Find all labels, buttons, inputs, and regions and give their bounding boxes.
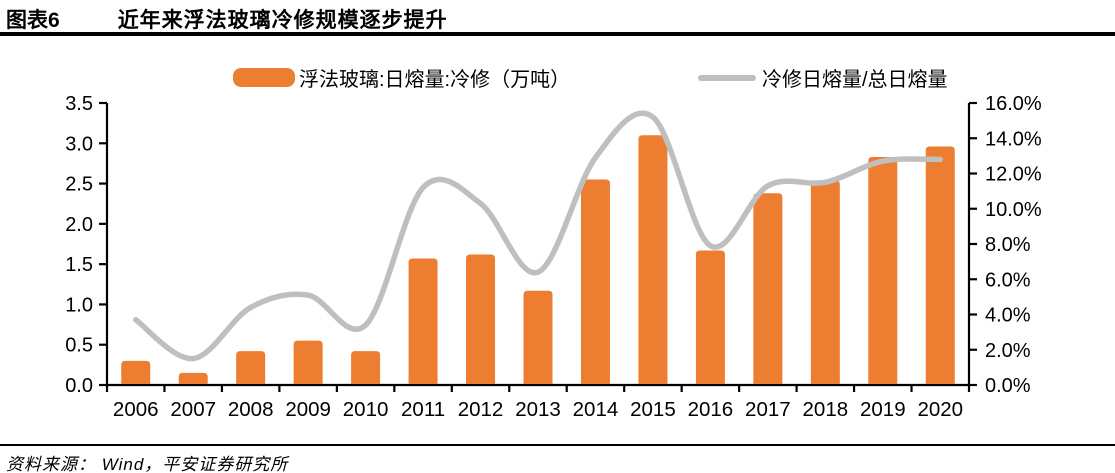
source-divider xyxy=(0,444,1115,446)
x-axis-label: 2014 xyxy=(573,398,619,421)
left-axis-tick-label: 2.0 xyxy=(65,214,93,236)
left-axis-tick-label: 0.5 xyxy=(65,335,93,357)
x-axis-label: 2019 xyxy=(860,398,906,421)
right-axis-tick-label: 2.0% xyxy=(985,340,1031,362)
x-axis-label: 2008 xyxy=(228,398,274,421)
right-axis-tick-label: 8.0% xyxy=(985,234,1031,256)
right-axis-tick-label: 4.0% xyxy=(985,305,1031,327)
bar-series-label: 浮法玻璃:日熔量:冷修（万吨） xyxy=(299,69,571,91)
right-axis-tick-label: 14.0% xyxy=(985,128,1042,150)
header-divider xyxy=(0,32,1115,36)
x-axis-label: 2009 xyxy=(285,398,331,421)
x-axis-label: 2007 xyxy=(170,398,216,421)
bar-2010 xyxy=(351,351,381,384)
x-axis-label: 2006 xyxy=(113,398,159,421)
right-axis-tick-label: 0.0% xyxy=(985,375,1031,397)
x-axis-label: 2017 xyxy=(745,398,791,421)
left-axis-tick-label: 2.5 xyxy=(65,174,93,196)
right-axis-tick-label: 12.0% xyxy=(985,164,1042,186)
right-axis-tick-label: 6.0% xyxy=(985,269,1031,291)
bar-2018 xyxy=(810,180,840,384)
left-axis-tick-label: 3.5 xyxy=(65,93,93,115)
x-axis-label: 2016 xyxy=(688,398,734,421)
right-axis-tick-label: 16.0% xyxy=(985,93,1042,115)
bar-series-swatch xyxy=(233,68,295,87)
figure-header: 图表6 近年来浮法玻璃冷修规模逐步提升 xyxy=(6,4,1111,34)
ratio-line-series xyxy=(132,110,944,362)
bar-2020 xyxy=(925,146,955,384)
right-axis-tick-label: 10.0% xyxy=(985,199,1042,221)
legend-item-line-series: 冷修日熔量/总日熔量 xyxy=(698,63,948,92)
left-axis-tick-label: 3.0 xyxy=(65,133,93,155)
bar-2015 xyxy=(638,135,668,384)
left-axis-tick-label: 1.5 xyxy=(65,254,93,276)
chart-legend: 浮法玻璃:日熔量:冷修（万吨） 冷修日熔量/总日熔量 xyxy=(0,63,1115,92)
line-series-label: 冷修日熔量/总日熔量 xyxy=(762,69,948,91)
legend-item-bar-series: 浮法玻璃:日熔量:冷修（万吨） xyxy=(233,63,570,92)
page-title: 近年来浮法玻璃冷修规模逐步提升 xyxy=(117,9,448,32)
x-axis-label: 2011 xyxy=(401,398,445,421)
x-axis-label: 2020 xyxy=(917,398,963,421)
bar-2007 xyxy=(178,372,208,384)
bar-2019 xyxy=(868,156,898,384)
left-axis-tick-label: 0.0 xyxy=(65,375,93,397)
x-axis-label: 2018 xyxy=(803,398,849,421)
bar-2012 xyxy=(466,254,496,384)
bar-2017 xyxy=(753,193,783,384)
x-axis-label: 2010 xyxy=(343,398,389,421)
source-note: 资料来源： Wind，平安证券研究所 xyxy=(6,455,289,473)
bar-2009 xyxy=(293,340,323,384)
figure-label: 图表6 xyxy=(6,9,60,32)
bar-2008 xyxy=(236,351,266,384)
bar-2016 xyxy=(695,250,725,384)
left-axis-tick-label: 1.0 xyxy=(65,294,93,316)
x-axis-label: 2012 xyxy=(458,398,504,421)
line-series-swatch xyxy=(698,74,756,81)
x-axis-label: 2015 xyxy=(630,398,676,421)
x-axis-label: 2013 xyxy=(515,398,561,421)
bar-2011 xyxy=(408,258,438,384)
bar-2006 xyxy=(121,360,151,384)
bar-2013 xyxy=(523,290,553,384)
bar-2014 xyxy=(580,179,610,384)
